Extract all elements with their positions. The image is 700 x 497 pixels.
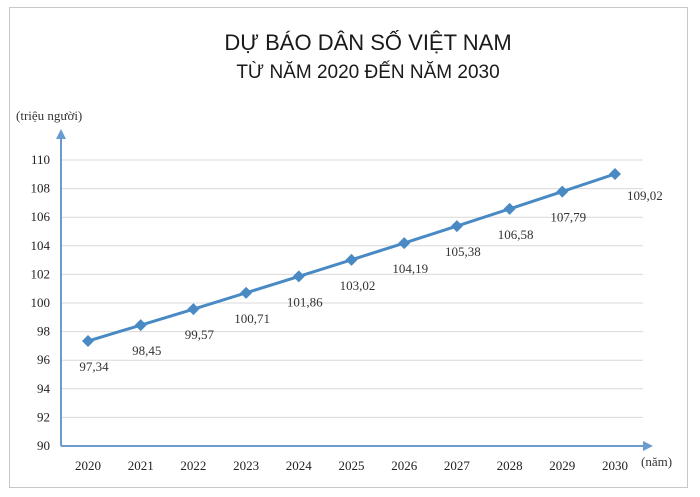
y-tick-98: 98 [37,324,50,339]
point-2023 [240,286,253,299]
y-tick-104: 104 [31,238,51,253]
y-tick-108: 108 [31,181,51,196]
data-label-2022: 99,57 [185,327,215,342]
point-2020 [82,335,94,348]
y-tick-90: 90 [37,438,50,453]
gridlines [61,159,643,418]
data-label-2023: 100,71 [234,311,270,326]
data-label-2027: 105,38 [445,244,481,259]
y-tick-100: 100 [31,295,51,310]
point-2024 [292,270,305,283]
y-tick-94: 94 [37,381,51,396]
chart-frame [9,7,688,488]
point-2028 [503,202,516,215]
x-tick-2027: 2027 [444,458,471,473]
chart-title: DỰ BÁO DÂN SỐ VIỆT NAM [224,29,511,55]
chart-subtitle: TỪ NĂM 2020 ĐẾN NĂM 2030 [236,61,499,83]
x-tick-2028: 2028 [497,458,523,473]
series-population [82,168,621,348]
y-axis-label: (triệu người) [16,108,82,123]
point-2029 [556,185,569,198]
data-labels: 97,34 98,45 99,57 100,71 101,86 103,02 104,19 1… [79,188,662,374]
y-tick-92: 92 [37,409,50,424]
x-tick-2024: 2024 [286,458,313,473]
y-tick-110: 110 [31,152,50,167]
x-axis-label: (năm) [641,454,672,469]
y-tick-labels: 90 92 94 96 98 100 102 104 106 108 110 [31,152,51,453]
y-tick-102: 102 [31,266,51,281]
data-label-2025: 103,02 [340,278,376,293]
x-tick-2030: 2030 [602,458,628,473]
x-tick-2029: 2029 [549,458,575,473]
data-label-2026: 104,19 [392,261,428,276]
y-tick-96: 96 [37,352,51,367]
x-tick-2025: 2025 [339,458,365,473]
x-tick-2023: 2023 [233,458,259,473]
point-2026 [398,237,411,250]
data-label-2029: 107,79 [550,210,586,225]
y-tick-106: 106 [31,209,51,224]
data-label-2024: 101,86 [287,294,323,309]
x-tick-labels: 2020 2021 2022 2023 2024 2025 2026 2027 2028 2029… [75,458,628,473]
data-label-2021: 98,45 [132,343,161,358]
x-tick-2026: 2026 [391,458,418,473]
x-tick-2022: 2022 [180,458,206,473]
point-2022 [187,303,200,316]
point-2030 [609,168,621,181]
data-label-2020: 97,34 [79,359,109,374]
point-2027 [450,220,463,233]
x-tick-2021: 2021 [128,458,154,473]
data-label-2030: 109,02 [627,188,663,203]
point-2025 [345,253,358,266]
data-label-2028: 106,58 [498,227,534,242]
point-2021 [134,319,147,332]
x-tick-2020: 2020 [75,458,101,473]
